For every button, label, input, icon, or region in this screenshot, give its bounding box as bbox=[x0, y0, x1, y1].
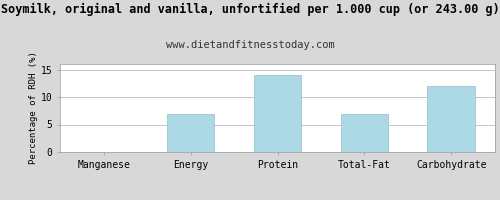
Bar bbox=[340, 114, 388, 152]
Text: www.dietandfitnesstoday.com: www.dietandfitnesstoday.com bbox=[166, 40, 334, 50]
Bar bbox=[254, 75, 302, 152]
Text: Soymilk, original and vanilla, unfortified per 1.000 cup (or 243.00 g): Soymilk, original and vanilla, unfortifi… bbox=[0, 3, 500, 16]
Bar bbox=[428, 86, 475, 152]
Y-axis label: Percentage of RDH (%): Percentage of RDH (%) bbox=[29, 52, 38, 164]
Bar bbox=[166, 114, 214, 152]
